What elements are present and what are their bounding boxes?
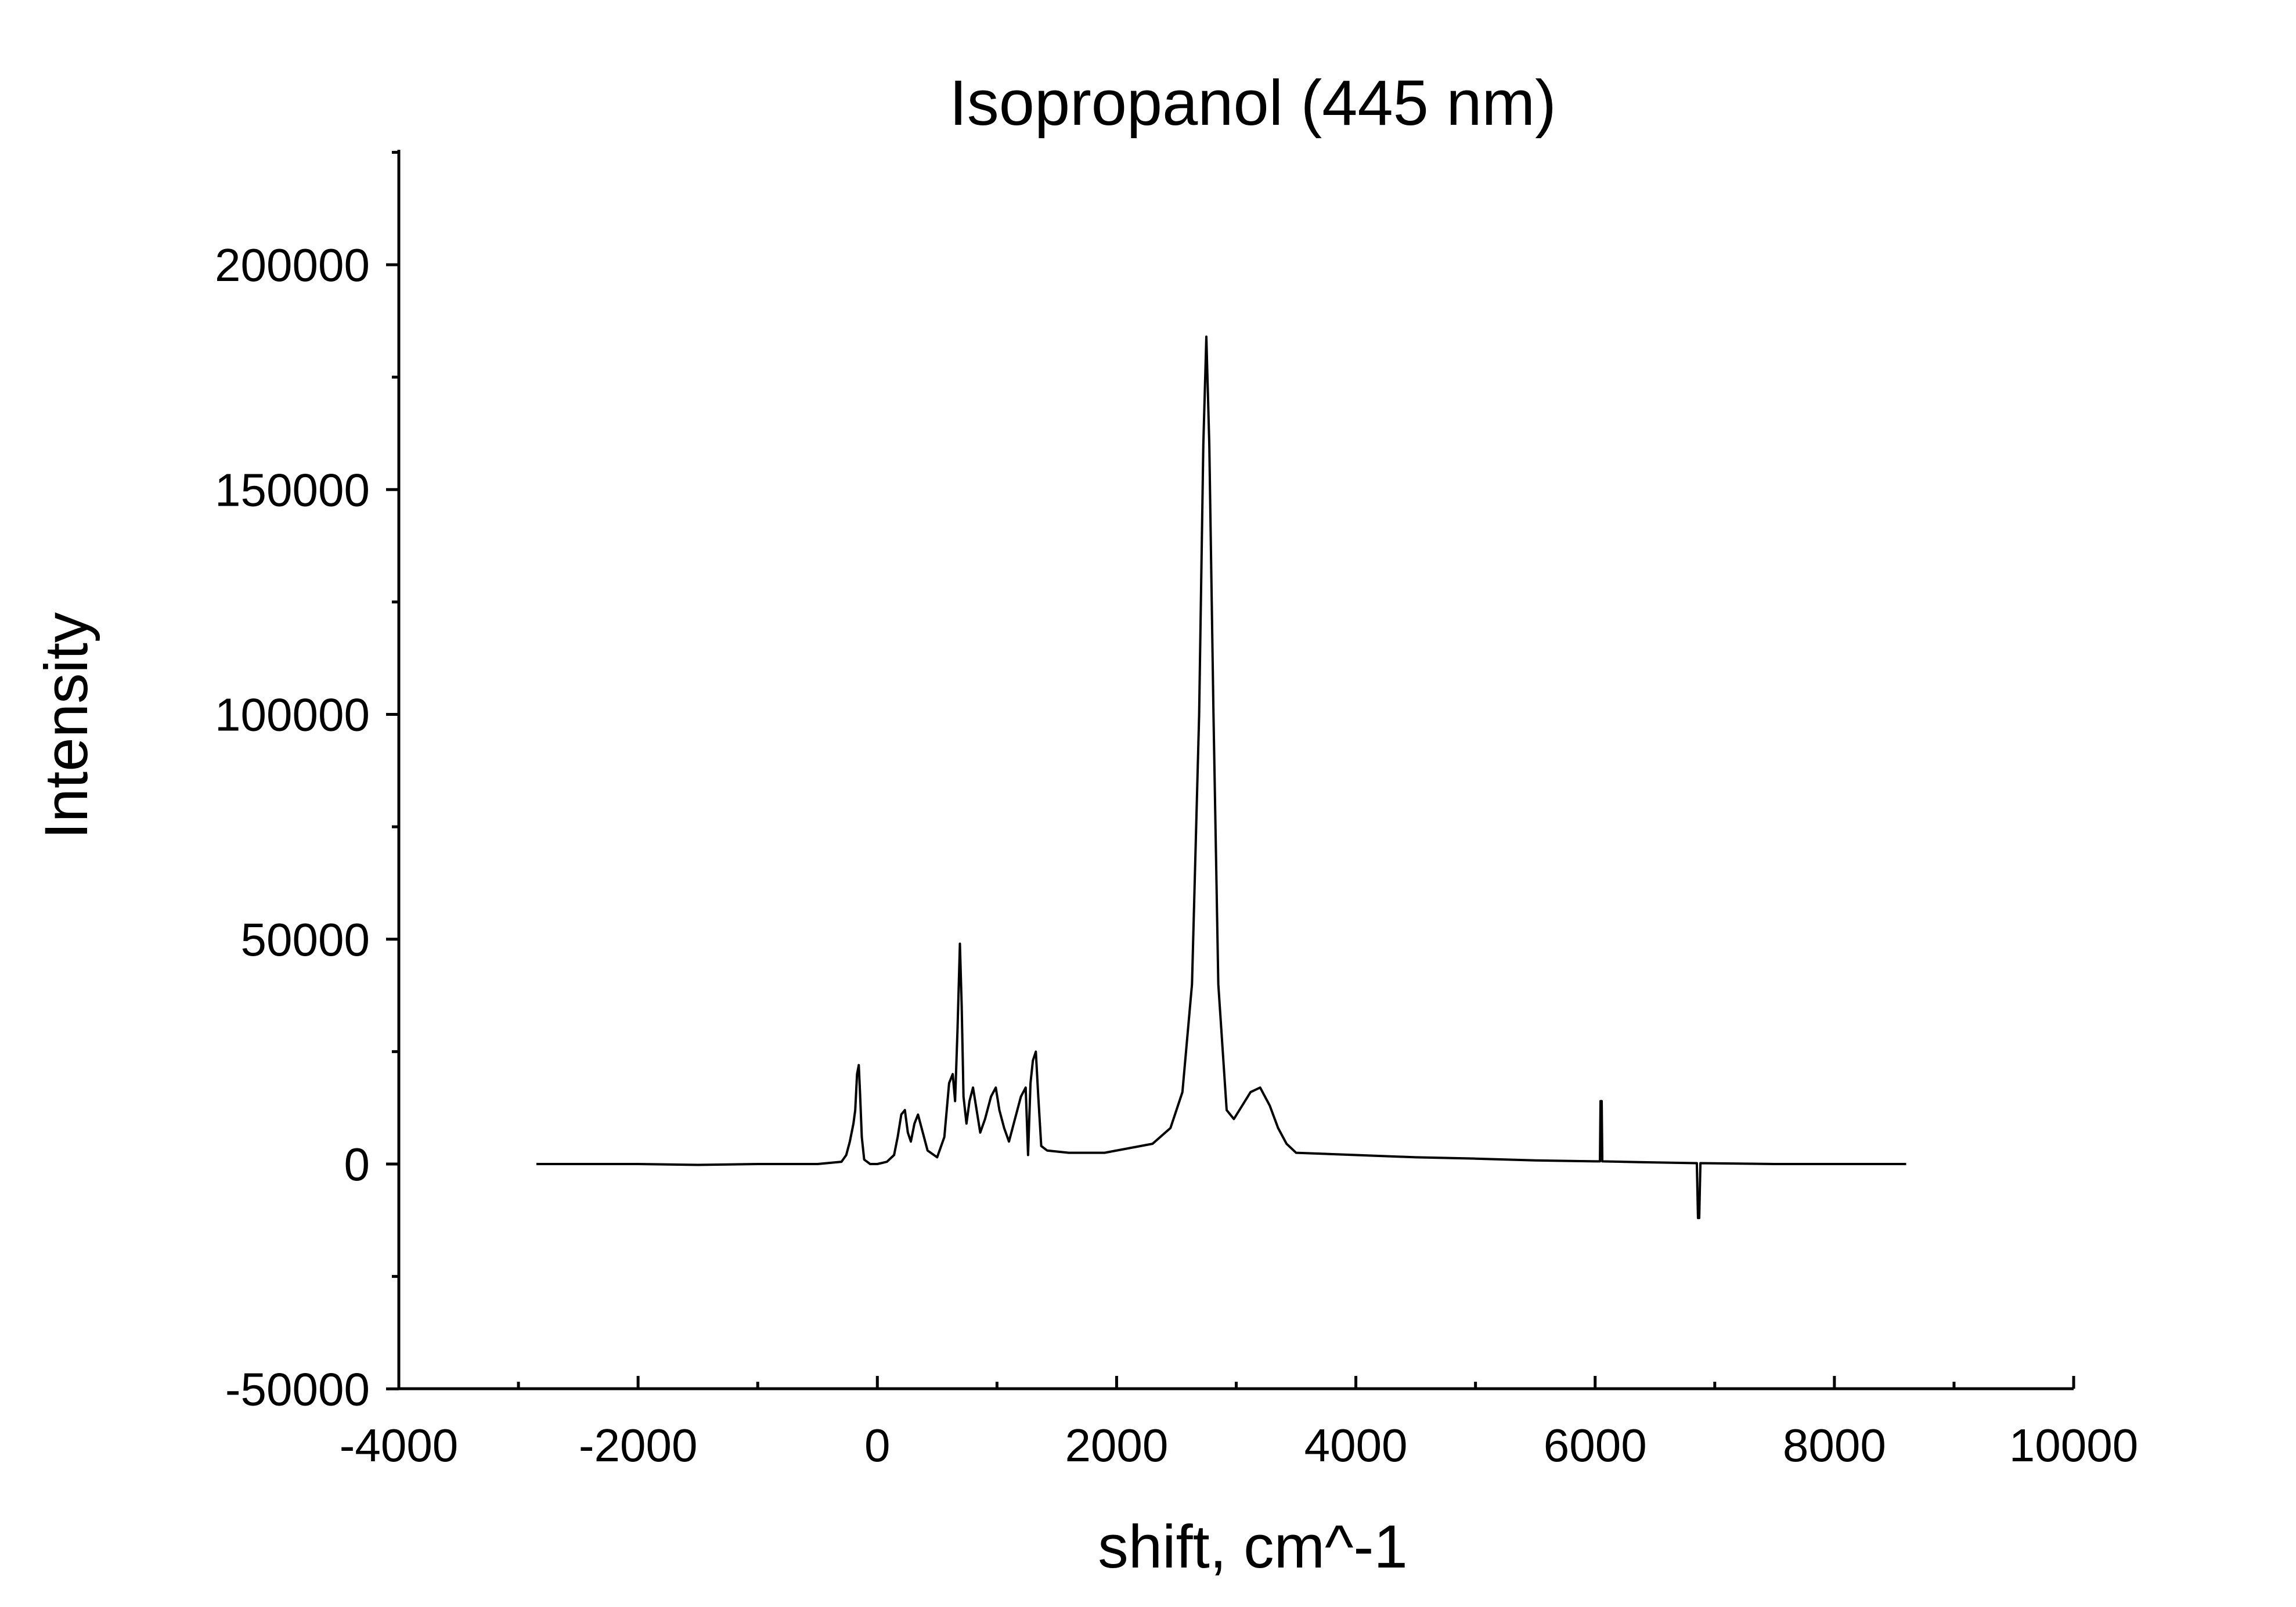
chart-title: Isopropanol (445 nm) (949, 67, 1556, 139)
y-ticks: -50000 0 50000 100000 150000 200000 (215, 150, 399, 1415)
x-tick-label: 0 (864, 1419, 891, 1471)
y-axis-label: Intensity (33, 612, 100, 839)
y-tick-label: 150000 (215, 464, 370, 516)
y-tick-label: 100000 (215, 689, 370, 741)
x-tick-label: 2000 (1065, 1419, 1168, 1471)
y-tick-label: -50000 (225, 1363, 370, 1415)
x-tick-label: 4000 (1304, 1419, 1408, 1471)
y-tick-label: 0 (344, 1138, 370, 1190)
x-tick-label: 10000 (2009, 1419, 2138, 1471)
x-ticks: -4000 -2000 0 2000 4000 6000 8000 10000 (340, 1376, 2138, 1471)
y-tick-label: 50000 (241, 914, 370, 965)
x-tick-label: 6000 (1544, 1419, 1647, 1471)
y-tick-label: 200000 (215, 239, 370, 291)
x-tick-label: 8000 (1783, 1419, 1886, 1471)
x-axis-label: shift, cm^-1 (1098, 1513, 1408, 1581)
x-tick-label: -2000 (579, 1419, 698, 1471)
series-line-intensity (536, 335, 1906, 1219)
x-tick-label: -4000 (340, 1419, 459, 1471)
